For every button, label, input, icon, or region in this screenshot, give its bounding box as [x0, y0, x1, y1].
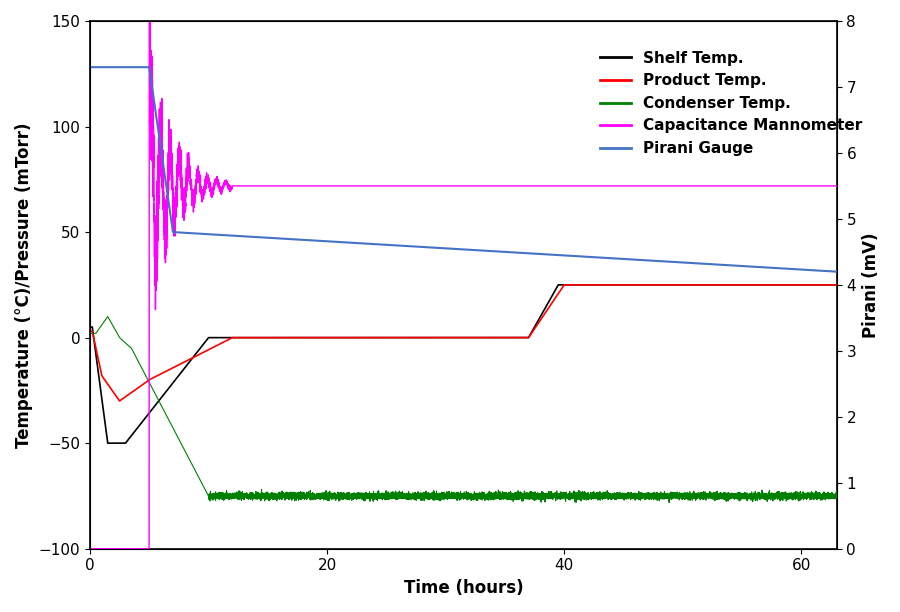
Y-axis label: Pirani (mV): Pirani (mV) — [862, 232, 880, 338]
Legend: Shelf Temp., Product Temp., Condenser Temp., Capacitance Mannometer, Pirani Gaug: Shelf Temp., Product Temp., Condenser Te… — [594, 45, 868, 162]
X-axis label: Time (hours): Time (hours) — [403, 579, 523, 597]
Y-axis label: Temperature (°C)/Pressure (mTorr): Temperature (°C)/Pressure (mTorr) — [15, 122, 33, 447]
